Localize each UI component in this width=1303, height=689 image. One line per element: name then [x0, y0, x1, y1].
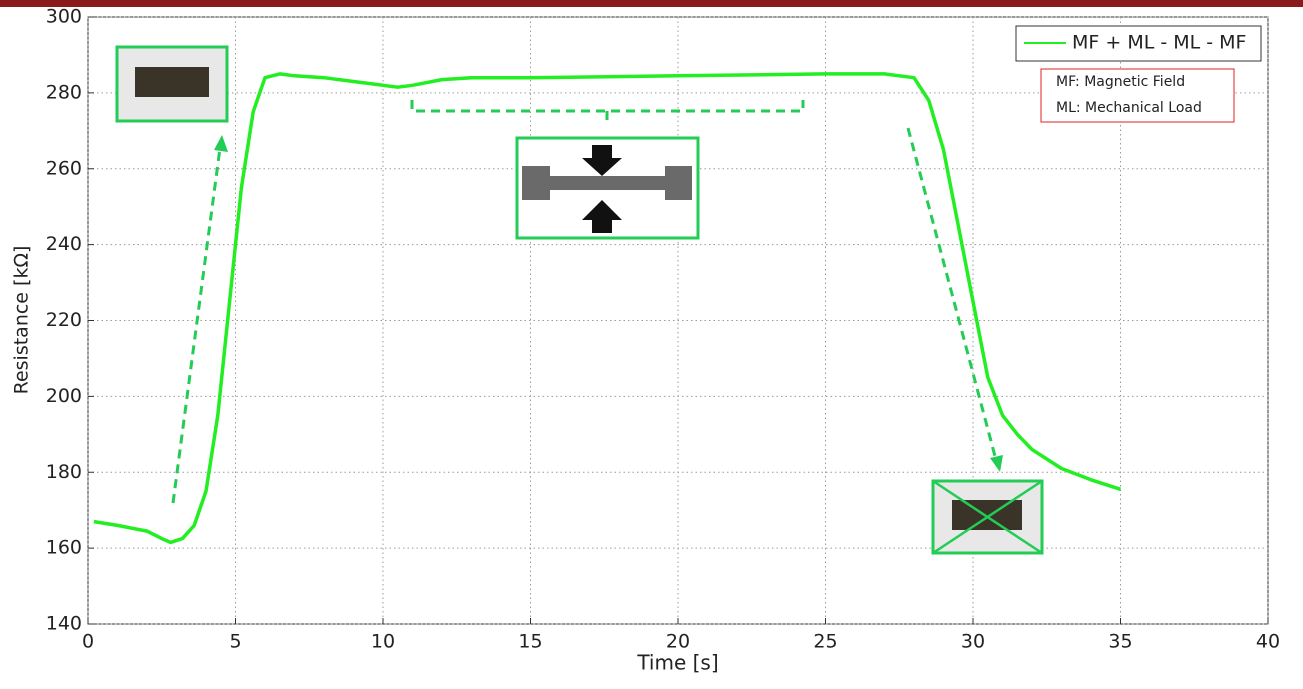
x-tick-label: 5: [229, 631, 241, 653]
image-no-magnet-body: [952, 500, 1022, 530]
x-tick-label: 0: [82, 631, 94, 653]
y-tick-label: 200: [46, 385, 82, 407]
x-tick-label: 30: [961, 631, 985, 653]
y-tick-label: 220: [46, 309, 82, 331]
x-tick-label: 35: [1108, 631, 1132, 653]
decorations: [115, 45, 1044, 555]
x-axis-label: Time [s]: [636, 651, 718, 675]
legend-label: MF + ML - ML - MF: [1072, 32, 1246, 54]
y-tick-label: 180: [46, 461, 82, 483]
x-tick-label: 40: [1256, 631, 1280, 653]
annotation: ML: Mechanical Load: [1056, 100, 1202, 116]
y-tick-label: 300: [46, 6, 82, 28]
y-tick-label: 240: [46, 233, 82, 255]
bracket: [410, 100, 805, 121]
y-tick-label: 160: [46, 537, 82, 559]
x-tick-label: 10: [371, 631, 395, 653]
image-load-beam: [522, 166, 692, 200]
image-load-arrows: [582, 145, 622, 233]
x-tick-label: 15: [518, 631, 542, 653]
y-tick-label: 260: [46, 157, 82, 179]
image-magnet-body: [135, 67, 209, 97]
cross: [932, 479, 1043, 555]
data-line: [93, 72, 1122, 545]
y-axis-label: Resistance [kΩ]: [11, 246, 33, 395]
annotation: MF: Magnetic Field: [1056, 74, 1185, 90]
arrow-down: [906, 127, 998, 461]
top-bar: [0, 0, 1303, 7]
x-tick-label: 20: [666, 631, 690, 653]
y-tick-label: 140: [46, 613, 82, 635]
y-tick-label: 280: [46, 81, 82, 103]
annotation-box: [1040, 68, 1235, 123]
x-tick-label: 25: [813, 631, 837, 653]
